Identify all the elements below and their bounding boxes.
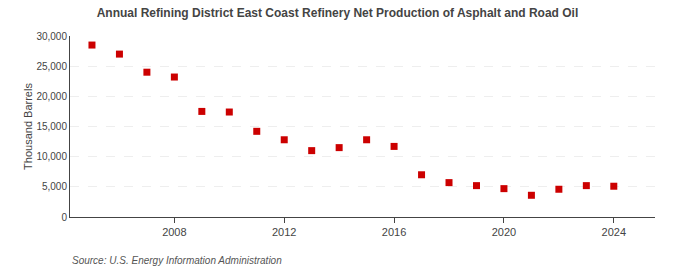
svg-text:Annual Refining District East: Annual Refining District East Coast Refi… [97, 6, 579, 20]
svg-text:25,000: 25,000 [36, 61, 67, 72]
svg-text:5,000: 5,000 [42, 181, 67, 192]
svg-text:0: 0 [61, 212, 67, 223]
svg-text:15,000: 15,000 [36, 121, 67, 132]
svg-text:2020: 2020 [492, 226, 516, 238]
svg-text:2016: 2016 [382, 226, 406, 238]
svg-text:20,000: 20,000 [36, 91, 67, 102]
svg-text:Thousand Barrels: Thousand Barrels [22, 83, 34, 170]
svg-text:2008: 2008 [162, 226, 186, 238]
svg-text:10,000: 10,000 [36, 151, 67, 162]
svg-text:2024: 2024 [602, 226, 626, 238]
svg-text:30,000: 30,000 [36, 31, 67, 42]
svg-text:Source: U.S. Energy Informatio: Source: U.S. Energy Information Administ… [72, 255, 282, 266]
svg-text:2012: 2012 [272, 226, 296, 238]
